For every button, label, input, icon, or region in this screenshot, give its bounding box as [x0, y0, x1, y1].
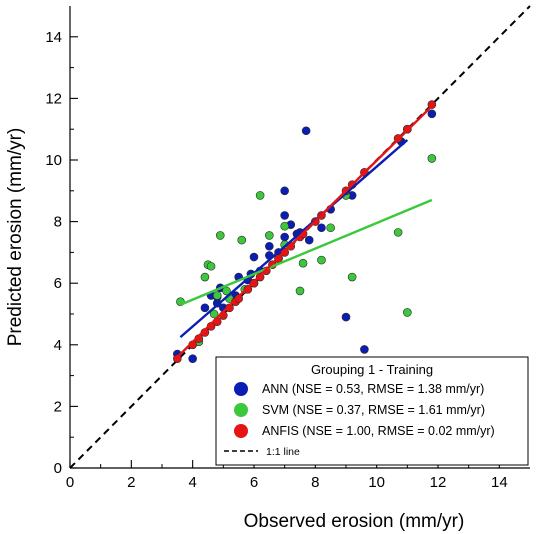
y-tick-label: 8 [54, 214, 62, 231]
legend-label-1to1: 1:1 line [266, 446, 300, 458]
point-ann [280, 232, 289, 242]
x-tick-label: 10 [368, 474, 385, 491]
y-axis-label: Predicted erosion (mm/yr) [5, 128, 26, 347]
point-ann [280, 186, 289, 196]
tick-labels: 0 2 4 6 8 10 12 14 0 2 4 6 8 10 12 14 [45, 29, 507, 491]
point-svm [295, 286, 305, 296]
y-tick-label: 12 [45, 90, 62, 107]
point-svm [200, 272, 210, 282]
fit-line-ann [179, 139, 409, 339]
x-tick-label: 14 [491, 474, 508, 491]
x-tick-label: 8 [311, 474, 319, 491]
point-svm [347, 272, 357, 282]
point-anfis [225, 303, 234, 313]
legend: Grouping 1 - Training ANN (NSE = 0.53, R… [215, 356, 529, 466]
point-anfis [243, 285, 253, 294]
point-ann [200, 303, 210, 313]
legend-marker-svm [234, 403, 248, 417]
x-axis-label: Observed erosion (mm/yr) [244, 511, 465, 532]
point-ann [265, 241, 274, 251]
x-tick-label: 6 [250, 474, 258, 491]
point-svm [427, 154, 437, 163]
point-ann [360, 345, 369, 354]
point-svm [403, 308, 412, 317]
legend-label-svm: SVM (NSE = 0.37, RMSE = 1.61 mm/yr) [262, 403, 485, 417]
x-tick-label: 4 [188, 474, 196, 491]
legend-box [215, 356, 529, 466]
legend-marker-anfis [234, 424, 248, 438]
point-svm [317, 255, 326, 265]
x-tick-label: 2 [127, 474, 135, 491]
point-svm [326, 223, 335, 233]
point-ann [341, 312, 351, 322]
point-svm [255, 191, 265, 200]
point-svm [280, 221, 289, 231]
x-tick-label: 0 [66, 474, 74, 491]
point-anfis [234, 294, 243, 303]
x-tick-label: 12 [430, 474, 447, 491]
point-ann [249, 252, 259, 262]
point-svm [393, 228, 403, 237]
fit-lines-layer [176, 105, 433, 358]
legend-label-anfis: ANFIS (NSE = 1.00, RMSE = 0.02 mm/yr) [262, 424, 495, 438]
legend-title: Grouping 1 - Training [311, 362, 433, 377]
point-svm [237, 235, 247, 245]
y-tick-label: 14 [45, 29, 62, 46]
point-svm [209, 309, 219, 319]
y-tick-label: 4 [54, 337, 62, 354]
point-ann [317, 223, 326, 233]
fit-line-svm [179, 198, 433, 306]
point-svm [265, 231, 274, 240]
y-tick-label: 0 [54, 460, 62, 477]
point-svm [212, 291, 222, 300]
point-ann [280, 211, 289, 220]
point-ann [188, 354, 197, 363]
point-svm [206, 261, 216, 271]
fit-line-anfis [176, 105, 433, 358]
point-svm [298, 258, 308, 268]
legend-marker-ann [234, 382, 248, 396]
point-svm [215, 231, 225, 240]
point-ann [427, 109, 437, 119]
point-ann [304, 235, 314, 245]
y-tick-label: 6 [54, 275, 62, 292]
legend-label-ann: ANN (NSE = 0.53, RMSE = 1.38 mm/yr) [262, 382, 484, 396]
y-tick-label: 10 [45, 152, 62, 169]
point-ann [301, 126, 311, 136]
y-tick-label: 2 [54, 398, 62, 415]
